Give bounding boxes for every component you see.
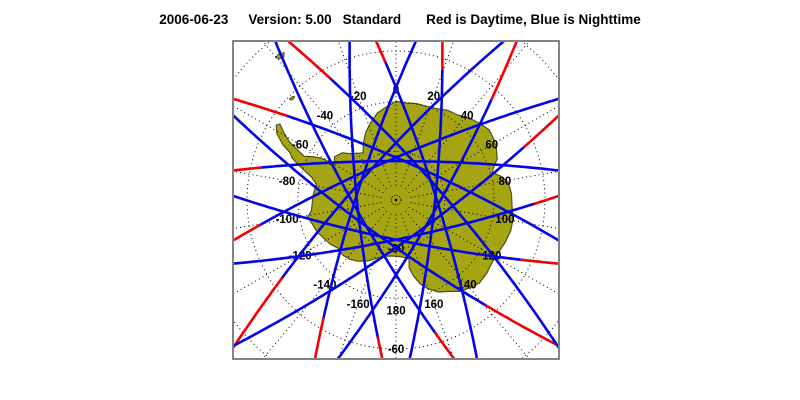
latitude-circle bbox=[297, 101, 495, 299]
plot-area: 020406080100120140160180-160-140-120-100… bbox=[233, 41, 559, 359]
ground-track-night-segment bbox=[284, 114, 559, 243]
lon-label: -160 bbox=[347, 299, 370, 311]
ground-track-day-segment bbox=[441, 41, 444, 71]
ground-track-night-segment bbox=[383, 60, 479, 359]
title-version: Version: 5.00 bbox=[248, 12, 332, 27]
ground-track-day-segment bbox=[374, 41, 387, 63]
graticule-labels: 020406080100120140160180-160-140-120-100… bbox=[276, 84, 515, 356]
ground-track-night-segment bbox=[233, 194, 523, 262]
plot-frame bbox=[232, 40, 560, 360]
ground-track-day-segment bbox=[286, 41, 331, 80]
lon-label: -100 bbox=[276, 214, 299, 226]
ground-track-day-segment bbox=[484, 304, 559, 348]
ground-track-day-segment bbox=[233, 224, 261, 243]
ground-track-night-segment bbox=[408, 67, 444, 359]
ground-track-night-segment bbox=[259, 159, 559, 172]
island bbox=[288, 95, 296, 101]
ground-track-night-segment bbox=[233, 113, 488, 308]
lon-label: 180 bbox=[386, 306, 405, 318]
lat-label: -60 bbox=[388, 344, 405, 356]
pole-dot bbox=[394, 198, 398, 202]
ground-track-night-segment bbox=[257, 97, 559, 227]
antarctica-landmass bbox=[275, 100, 514, 293]
title-mode: Standard bbox=[342, 12, 402, 27]
ground-track-day-segment bbox=[533, 194, 559, 205]
ground-track-night-segment bbox=[280, 41, 506, 281]
lon-label: -40 bbox=[317, 110, 334, 122]
lon-label: 80 bbox=[499, 176, 512, 188]
ground-track-day-segment bbox=[313, 317, 325, 359]
ground-tracks bbox=[233, 41, 559, 359]
title-legend: Red is Daytime, Blue is Nighttime bbox=[426, 12, 641, 27]
pole-marker bbox=[390, 194, 402, 206]
ground-track-day-segment bbox=[233, 166, 263, 172]
ground-track-night-segment bbox=[322, 41, 418, 320]
lon-label: -60 bbox=[292, 140, 309, 152]
ground-track-day-segment bbox=[233, 277, 283, 351]
plot-title: 2006-06-23 Version: 5.00 Standard Red is Da… bbox=[0, 12, 800, 27]
ground-track-day-segment bbox=[520, 258, 559, 265]
ground-track-day-segment bbox=[490, 41, 519, 101]
ground-track-night-segment bbox=[348, 41, 380, 340]
ground-track-night-segment bbox=[233, 202, 537, 265]
lat-label: -80 bbox=[388, 244, 405, 256]
title-date: 2006-06-23 bbox=[159, 12, 229, 27]
ground-track-night-segment bbox=[336, 97, 494, 359]
ground-track-day-segment bbox=[376, 336, 384, 359]
ground-track-night-segment bbox=[328, 76, 559, 351]
lon-label: 100 bbox=[495, 214, 514, 226]
lon-label: 40 bbox=[461, 110, 474, 122]
lon-label: -80 bbox=[279, 176, 296, 188]
ground-track-night-segment bbox=[273, 41, 437, 335]
lon-label: 160 bbox=[424, 299, 443, 311]
lon-label: -20 bbox=[350, 91, 367, 103]
ground-track-night-segment bbox=[233, 145, 526, 348]
ground-track-day-segment bbox=[233, 97, 288, 117]
ground-track-day-segment bbox=[523, 113, 559, 148]
lon-label: 60 bbox=[485, 140, 498, 152]
graticule bbox=[233, 41, 559, 359]
